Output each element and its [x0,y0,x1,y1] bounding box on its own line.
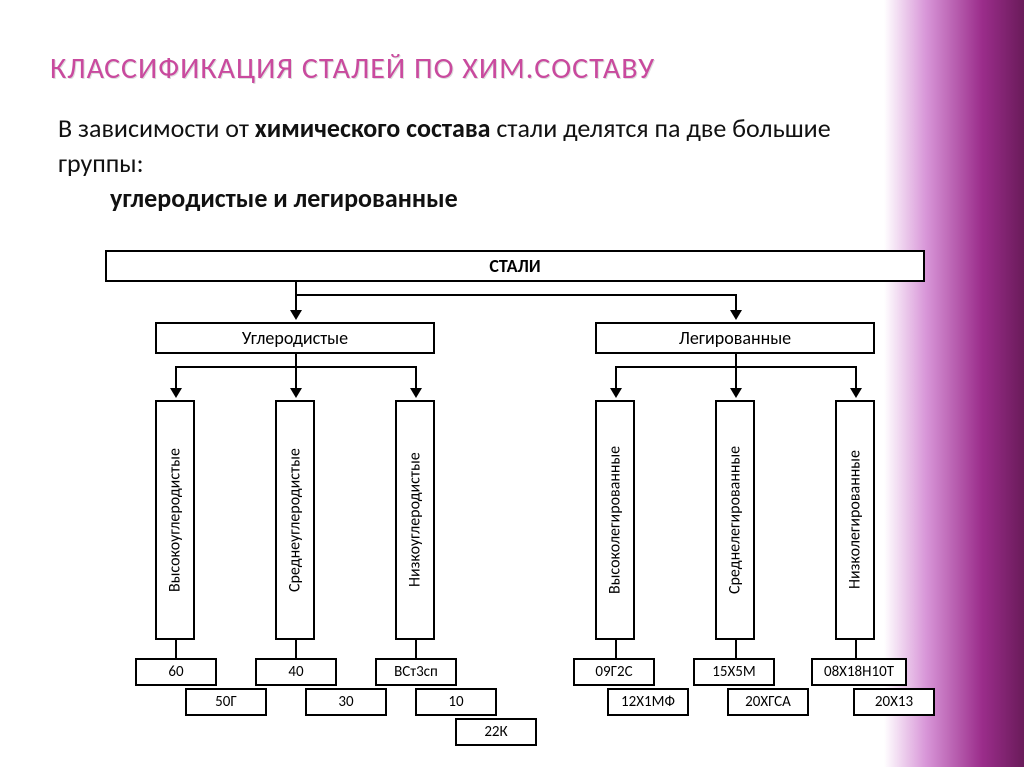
slide-title: КЛАССИФИКАЦИЯ СТАЛЕЙ ПО ХИМ.СОСТАВУ [50,50,974,87]
example-box: 08Х18Н10Т [811,658,907,686]
example-box: 20Х13 [853,688,935,716]
node-mid-alloy: Среднелегированные [715,400,755,640]
node-root: СТАЛИ [105,250,925,282]
example-box: 12Х1МФ [607,688,689,716]
arrow-head-icon [730,388,742,398]
connector [415,640,417,658]
example-box: 50Г [185,688,267,716]
example-box: 22К [455,718,537,746]
connector [175,640,177,658]
example-box: 09Г2С [573,658,655,686]
slide-content: КЛАССИФИКАЦИЯ СТАЛЕЙ ПО ХИМ.СОСТАВУ В за… [0,0,1024,767]
arrow-head-icon [170,388,182,398]
connector [855,640,857,658]
arrow-head-icon [850,388,862,398]
node-mid-carbon: Среднеуглеродистые [275,400,315,640]
para-prefix: В зависимости от [58,112,255,144]
connector [415,366,417,388]
connector [295,282,297,294]
connector [735,354,737,366]
example-box: 15Х5М [693,658,775,686]
connector [175,366,177,388]
connector [295,294,737,296]
example-box: 20ХГСА [727,688,809,716]
example-box: 10 [415,688,497,716]
node-high-alloy: Высоколегированные [595,400,635,640]
connector [295,640,297,658]
example-box: ВСт3сп [375,658,457,686]
example-box: 60 [135,658,217,686]
node-group-carbon: Углеродистые [155,322,435,354]
connector [295,366,297,388]
connector [735,366,737,388]
para-bold2: углеродистые и легированные [58,181,458,216]
example-box: 30 [305,688,387,716]
connector [295,354,297,366]
arrow-head-icon [610,388,622,398]
node-low-alloy: Низколегированные [835,400,875,640]
node-high-carbon: Высокоуглеродистые [155,400,195,640]
connector [615,640,617,658]
arrow-head-icon [290,310,302,320]
node-group-alloy: Легированные [595,322,875,354]
arrow-head-icon [730,310,742,320]
connector [615,366,617,388]
classification-diagram: СТАЛИ Углеродистые Легированные Высокоуг… [55,250,955,740]
example-box: 40 [255,658,337,686]
node-low-carbon: Низкоуглеродистые [395,400,435,640]
connector [735,640,737,658]
intro-paragraph: В зависимости от химического состава ста… [50,111,870,216]
connector [855,366,857,388]
arrow-head-icon [410,388,422,398]
arrow-head-icon [290,388,302,398]
para-bold1: химического состава [255,112,491,144]
